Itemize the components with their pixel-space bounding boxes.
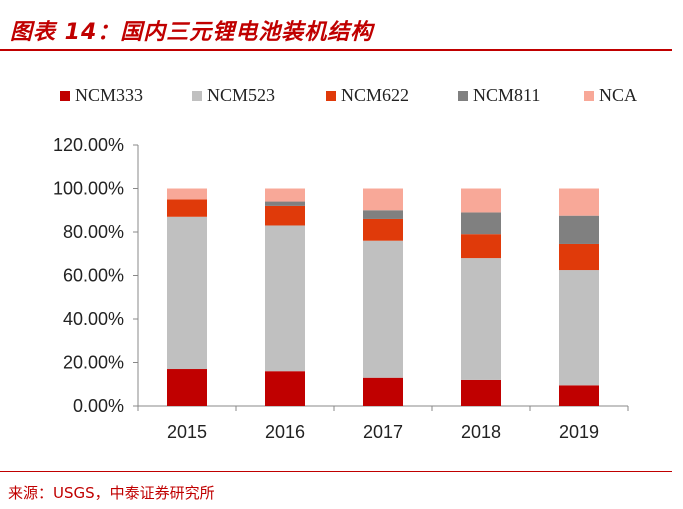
- bar-segment-ncm622-2016: [265, 205, 305, 226]
- bar-segment-ncm622-2019: [559, 243, 599, 271]
- bar-segment-ncm811-2017: [363, 210, 403, 219]
- legend-swatch: [584, 90, 594, 101]
- bar-segment-ncm622-2015: [167, 199, 207, 217]
- bar-segment-ncm622-2018: [461, 234, 501, 259]
- y-tick-label: 60.00%: [63, 266, 124, 286]
- title-divider: [0, 49, 672, 51]
- legend-label: NCM333: [75, 85, 144, 105]
- legend-item-ncm811: NCM811: [458, 85, 540, 106]
- y-tick-label: 20.00%: [63, 353, 124, 373]
- x-tick-label: 2017: [363, 422, 403, 442]
- bar-segment-ncm333-2018: [461, 379, 501, 406]
- bar-segment-ncm811-2019: [559, 215, 599, 244]
- bar-segment-nca-2016: [265, 188, 305, 202]
- figure-title: 图表 14：国内三元锂电池装机结构: [10, 20, 374, 45]
- bar-segment-ncm333-2017: [363, 377, 403, 406]
- legend-item-ncm333: NCM333: [60, 85, 143, 106]
- bar-segment-ncm622-2017: [363, 218, 403, 241]
- bar-segment-ncm811-2018: [461, 212, 501, 235]
- legend-swatch: [458, 90, 468, 101]
- legend-item-ncm523: NCM523: [192, 85, 275, 106]
- y-tick-label: 100.00%: [53, 179, 124, 199]
- y-tick-label: 40.00%: [63, 309, 124, 329]
- legend-swatch: [326, 90, 336, 101]
- bar-segment-ncm523-2019: [559, 270, 599, 386]
- chart-legend: NCM333 NCM523 NCM622 NCM811 NCA: [60, 85, 640, 109]
- legend-item-nca: NCA: [584, 85, 637, 106]
- legend-label: NCM622: [341, 85, 410, 105]
- x-tick-label: 2015: [167, 422, 207, 442]
- bar-segment-ncm523-2018: [461, 258, 501, 380]
- stacked-bar-chart: 0.00% 20.00% 40.00% 60.00% 80.00% 100.00% 120.…: [53, 135, 629, 442]
- x-tick-label: 2019: [559, 422, 599, 442]
- y-tick-label: 120.00%: [53, 135, 124, 155]
- source-divider: [0, 471, 672, 472]
- bar-segment-ncm811-2016: [265, 201, 305, 206]
- figure-header: 图表 14：国内三元锂电池装机结构: [0, 0, 683, 51]
- legend-label: NCM811: [473, 85, 541, 105]
- bar-segment-ncm523-2017: [363, 240, 403, 378]
- legend-item-ncm622: NCM622: [326, 85, 409, 106]
- x-tick-label: 2016: [265, 422, 305, 442]
- legend-swatch: [60, 90, 70, 101]
- y-tick-label: 80.00%: [63, 222, 124, 242]
- bar-segment-ncm333-2016: [265, 371, 305, 406]
- bar-segment-ncm523-2015: [167, 216, 207, 370]
- bar-segment-nca-2019: [559, 188, 599, 216]
- bar-segment-ncm333-2015: [167, 369, 207, 406]
- source-note: 来源：USGS，中泰证券研究所: [8, 484, 215, 502]
- bar-segment-nca-2018: [461, 188, 501, 213]
- bar-segment-nca-2015: [167, 188, 207, 200]
- legend-swatch: [192, 90, 202, 101]
- legend-label: NCA: [599, 85, 638, 105]
- y-tick-label: 0.00%: [73, 396, 124, 416]
- x-tick-label: 2018: [461, 422, 501, 442]
- bar-segment-ncm333-2019: [559, 385, 599, 406]
- bar-segment-nca-2017: [363, 188, 403, 211]
- legend-label: NCM523: [207, 85, 276, 105]
- bar-segment-ncm523-2016: [265, 225, 305, 372]
